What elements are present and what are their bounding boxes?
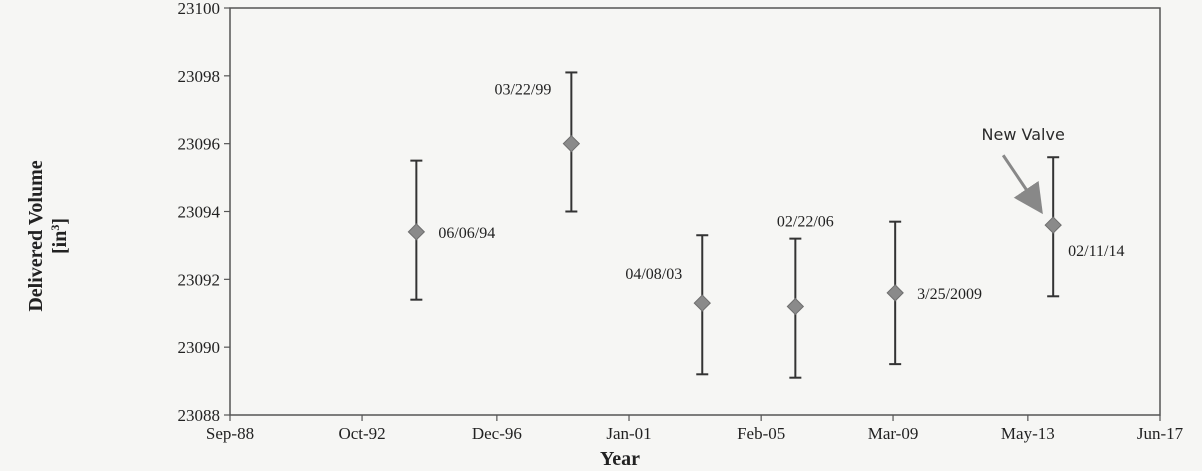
y-tick-label: 23090 bbox=[178, 338, 221, 357]
y-axis-title: Delivered Volume [in3] bbox=[25, 160, 71, 311]
data-point bbox=[562, 134, 581, 153]
x-tick-label: Jan-01 bbox=[606, 424, 651, 443]
y-tick-label: 23100 bbox=[178, 0, 221, 18]
data-point bbox=[886, 284, 904, 302]
x-tick-label: May-13 bbox=[1001, 424, 1055, 443]
data-series: 06/06/94 03/22/99 04/08/03 02/22/06 3/25/200… bbox=[407, 71, 1124, 379]
data-point-label: 02/22/06 bbox=[777, 214, 834, 231]
annotation-label: New Valve bbox=[982, 125, 1065, 144]
data-point-label: 06/06/94 bbox=[438, 225, 495, 242]
data-point bbox=[1044, 216, 1062, 234]
data-point-label: 3/25/2009 bbox=[917, 286, 982, 303]
data-point-label: 03/22/99 bbox=[494, 81, 551, 98]
y-tick-label: 23098 bbox=[178, 67, 221, 86]
x-axis: Sep-88 Oct-92 Dec-96 Jan-01 Feb-05 Mar-09 May-… bbox=[206, 415, 1184, 443]
y-tick-label: 23088 bbox=[178, 406, 221, 425]
data-point bbox=[693, 294, 711, 312]
data-point-label: 04/08/03 bbox=[625, 266, 682, 283]
data-point-label: 02/11/14 bbox=[1068, 243, 1124, 260]
x-tick-label: Sep-88 bbox=[206, 424, 254, 443]
y-tick-label: 23096 bbox=[178, 135, 221, 154]
y-tick-label: 23094 bbox=[178, 203, 221, 222]
x-tick-label: Jun-17 bbox=[1137, 424, 1184, 443]
data-point bbox=[407, 223, 426, 241]
annotation-arrow bbox=[1001, 154, 1043, 215]
x-tick-label: Mar-09 bbox=[868, 424, 919, 443]
y-axis: 23088 23090 23092 23094 23096 23098 23100 bbox=[178, 0, 230, 425]
x-tick-label: Dec-96 bbox=[472, 424, 522, 443]
data-point bbox=[786, 297, 805, 316]
plot-area bbox=[229, 7, 1161, 416]
annotations: New Valve bbox=[982, 125, 1065, 215]
x-tick-label: Oct-92 bbox=[338, 424, 385, 443]
y-axis-title-line2: [in3] bbox=[48, 218, 71, 254]
x-tick-label: Feb-05 bbox=[737, 424, 785, 443]
y-axis-title-line1: Delivered Volume bbox=[25, 160, 47, 311]
y-tick-label: 23092 bbox=[178, 270, 221, 289]
x-axis-title: Year bbox=[600, 448, 640, 470]
